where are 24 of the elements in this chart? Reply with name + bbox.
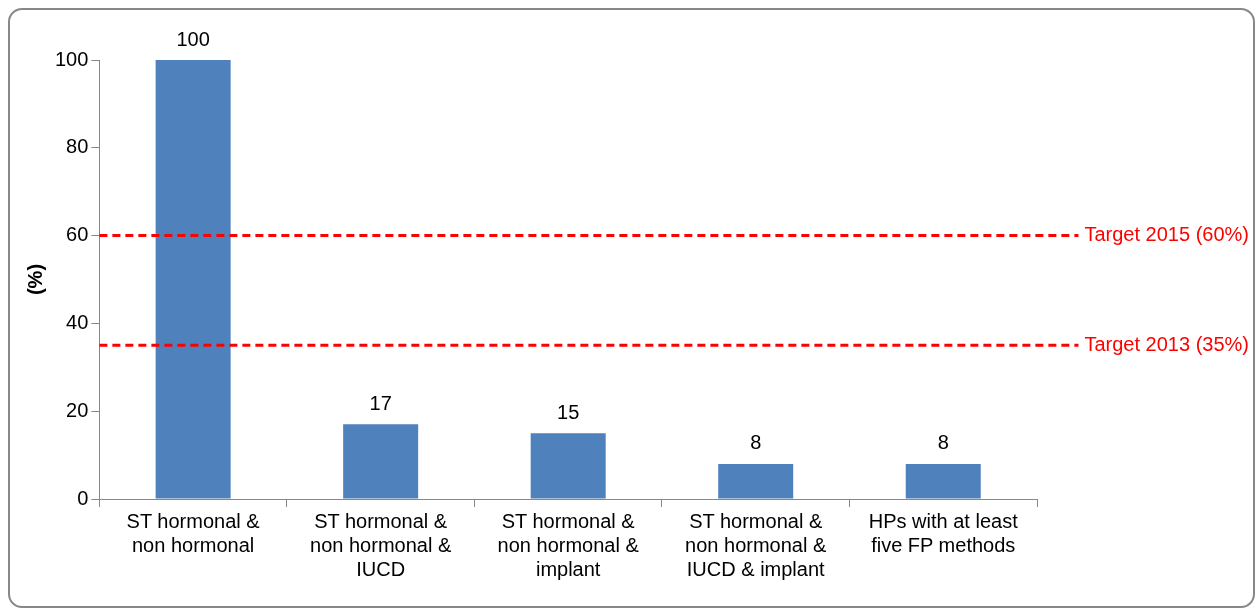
- y-axis-title: (%): [23, 263, 46, 296]
- bar: [718, 463, 794, 499]
- y-tick-label: 100: [54, 47, 89, 70]
- bar: [343, 424, 419, 499]
- data-label: 17: [369, 391, 392, 414]
- bar: [905, 463, 981, 499]
- data-label: 8: [937, 431, 949, 454]
- x-tick-label: HPs with at least five FP methods: [868, 509, 1019, 556]
- bar: [155, 60, 231, 499]
- y-tick-label: 80: [66, 135, 89, 158]
- ref-line-label: Target 2013 (35%): [1084, 332, 1250, 355]
- ref-line-label: Target 2015 (60%): [1084, 223, 1250, 246]
- data-label: 15: [557, 400, 580, 423]
- data-label: 8: [750, 431, 762, 454]
- y-tick-label: 0: [77, 486, 89, 509]
- bar: [530, 433, 606, 499]
- x-tick-label: ST hormonal & non hormonal: [126, 509, 261, 556]
- y-tick-label: 60: [66, 223, 89, 246]
- x-tick-label: ST hormonal & non hormonal & IUCD: [310, 509, 452, 580]
- x-tick-label: ST hormonal & non hormonal & IUCD & implant: [685, 509, 827, 580]
- data-label: 100: [176, 27, 210, 50]
- y-tick-label: 40: [66, 310, 89, 333]
- x-tick-label: ST hormonal & non hormonal & implant: [497, 509, 640, 580]
- y-tick-label: 20: [66, 398, 89, 421]
